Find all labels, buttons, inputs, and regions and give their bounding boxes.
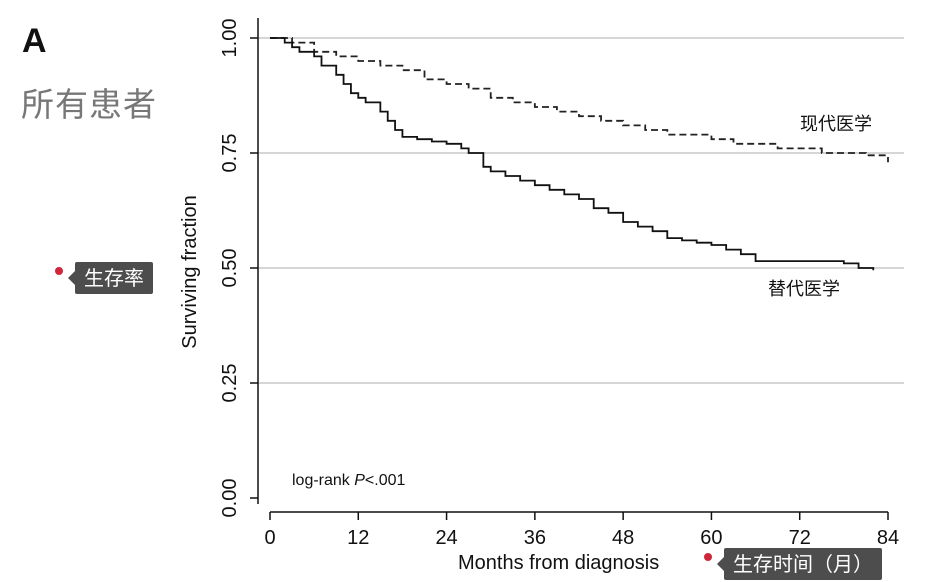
x-tick-label-4: 48 [612,527,634,549]
y-tick-label-1: 0.25 [219,364,241,403]
gridlines [258,37,904,384]
x-tick-label-3: 36 [524,527,546,549]
series-label-1: 现代医学 [800,114,872,135]
x-tick-label-0: 0 [264,527,275,549]
axes: 0.00 0.25 0.50 0.75 1.00 0 12 24 36 48 60 72 84 [219,18,899,549]
x-tick-label-6: 72 [789,527,811,549]
y-callout-dot [55,267,63,275]
x-callout-dot [704,553,712,561]
survival-curve-1 [270,37,889,163]
y-tick-label-3: 0.75 [219,134,241,173]
x-axis-label: Months from diagnosis [458,552,660,574]
x-tick-label-5: 60 [700,527,722,549]
y-tick-label-2: 0.50 [219,249,241,288]
y-axis-label: Surviving fraction [179,195,201,348]
series-label-2: 替代医学 [768,279,840,300]
y-axis-callout: 生存率 [68,262,153,294]
log-rank-annotation: log-rank P<.001 [292,472,406,489]
x-axis-callout: 生存时间（月） [717,548,882,580]
x-tick-label-7: 84 [877,527,899,549]
survival-curve-2 [270,37,875,271]
y-tick-label-0: 0.00 [219,479,241,518]
x-tick-label-1: 12 [347,527,369,549]
chart-subtitle: 所有患者 [21,85,157,124]
y-tick-label-4: 1.00 [219,19,241,58]
survival-curves [270,37,889,271]
panel-label: A [22,22,47,60]
x-tick-label-2: 24 [435,527,457,549]
